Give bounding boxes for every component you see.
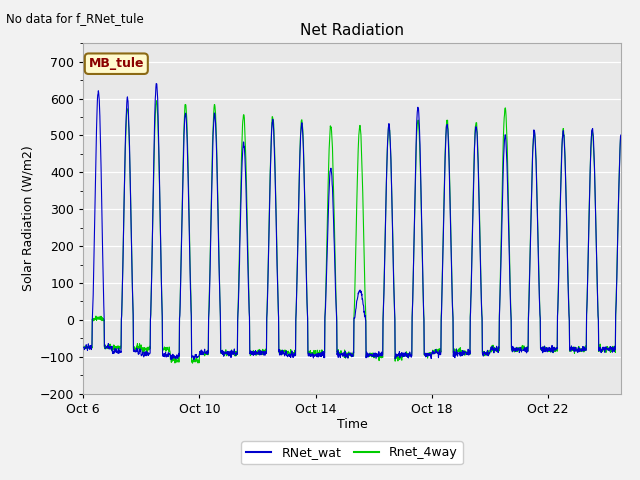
RNet_wat [617, 132, 625, 138]
RNet_wat [465, 350, 472, 356]
RNet_wat [168, 357, 175, 362]
Rnet_4way [189, 360, 196, 366]
X-axis label: Time: Time [337, 419, 367, 432]
RNet_wat [442, 137, 449, 143]
RNet_wat [298, 122, 306, 128]
Title: Net Radiation: Net Radiation [300, 23, 404, 38]
RNet_wat [146, 351, 154, 357]
Rnet_4way [79, 344, 87, 350]
RNet_wat [79, 344, 87, 350]
Text: MB_tule: MB_tule [88, 57, 144, 70]
Rnet_4way [617, 134, 625, 140]
Rnet_4way [442, 133, 449, 139]
Rnet_4way [298, 120, 306, 126]
RNet_wat [576, 347, 584, 353]
Rnet_4way [465, 350, 472, 356]
Rnet_4way [602, 349, 610, 355]
Rnet_4way [153, 98, 161, 104]
Rnet_4way [576, 345, 584, 351]
RNet_wat [152, 81, 160, 86]
Rnet_4way [146, 343, 154, 349]
Text: No data for f_RNet_tule: No data for f_RNet_tule [6, 12, 144, 25]
Legend: RNet_wat, Rnet_4way: RNet_wat, Rnet_4way [241, 442, 463, 465]
Y-axis label: Solar Radiation (W/m2): Solar Radiation (W/m2) [21, 145, 35, 291]
Line: RNet_wat: RNet_wat [83, 84, 621, 360]
RNet_wat [602, 344, 610, 349]
Line: Rnet_4way: Rnet_4way [83, 101, 621, 363]
